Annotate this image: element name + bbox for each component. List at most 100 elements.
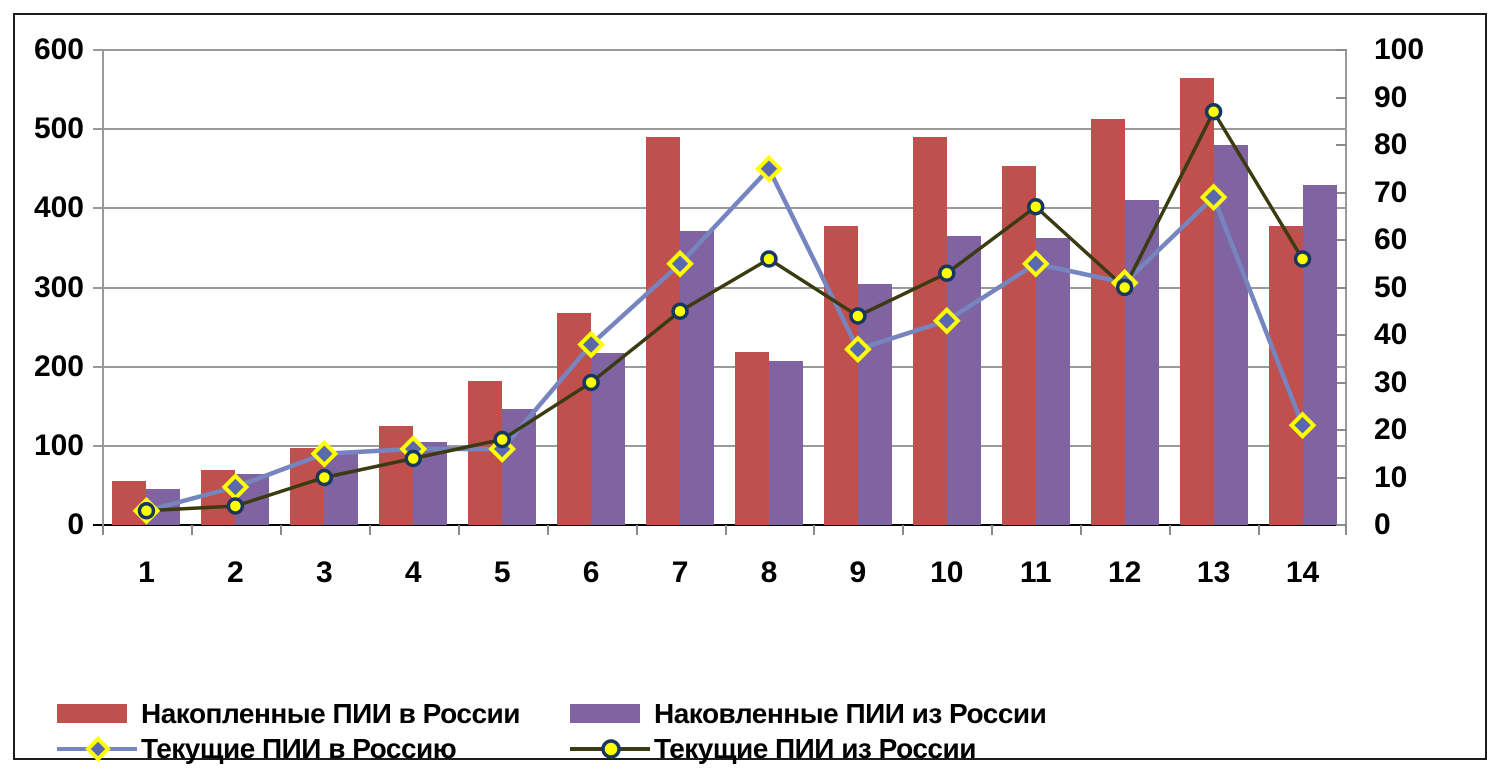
y-axis-right-tick xyxy=(1336,286,1347,289)
bar-purple xyxy=(857,283,892,525)
diamond-marker-icon xyxy=(221,473,250,501)
y-axis-right-tick xyxy=(1336,334,1347,336)
gridline xyxy=(93,49,1347,51)
legend-item-accumulated-fdi-in-russia: Накопленные ПИИ в России xyxy=(57,697,570,729)
line-series-layer xyxy=(132,103,1317,525)
y-axis-right-tick xyxy=(1336,144,1347,146)
bar-purple xyxy=(946,236,981,525)
y-axis-right-tick-label: 50 xyxy=(1374,270,1408,304)
legend-label: Накопленные ПИИ в России xyxy=(141,697,520,729)
plot-area xyxy=(93,49,1347,535)
y-axis-right-tick xyxy=(1336,524,1347,526)
diamond-marker-icon xyxy=(1199,183,1228,212)
x-axis-line xyxy=(93,524,1347,526)
circle-marker-icon xyxy=(226,497,245,515)
circle-marker-icon xyxy=(1204,103,1223,121)
bar-red xyxy=(1268,225,1303,525)
line-circle xyxy=(146,108,1305,513)
y-axis-right-tick xyxy=(1336,381,1347,384)
y-axis-right-tick xyxy=(1336,96,1347,99)
gridline xyxy=(93,444,1347,447)
diamond-marker-icon xyxy=(844,335,872,364)
y-axis-left-tick-label: 400 xyxy=(33,191,84,225)
legend: Накопленные ПИИ в России Наковленные ПИИ… xyxy=(57,696,1157,766)
circle-marker-icon xyxy=(938,264,956,282)
diamond-marker-icon xyxy=(755,154,783,183)
bar-purple xyxy=(1302,184,1337,525)
bar-purple xyxy=(768,361,803,525)
x-axis-tick-label: 2 xyxy=(227,556,244,589)
line-diamond xyxy=(145,164,1305,513)
bar-red xyxy=(201,469,236,525)
diamond-marker-icon xyxy=(310,439,339,468)
circle-marker-icon xyxy=(582,373,600,392)
bar-purple xyxy=(680,230,715,525)
circle-marker-icon xyxy=(1115,278,1134,297)
x-axis-tick xyxy=(102,525,104,535)
x-axis-tick-label: 12 xyxy=(1107,556,1142,589)
x-axis-tick-label: 5 xyxy=(493,556,511,589)
bar-red xyxy=(823,225,858,525)
x-axis-tick-label: 13 xyxy=(1196,556,1231,589)
x-axis-tick xyxy=(813,525,816,535)
x-axis-tick xyxy=(724,525,727,535)
legend-item-current-fdi-to-russia: Текущие ПИИ в Россию xyxy=(57,734,570,763)
legend-swatch-purple-bar xyxy=(570,704,640,723)
x-axis-tick-label: 8 xyxy=(760,556,778,589)
x-axis-tick xyxy=(1258,525,1261,535)
legend-swatch-red-bar xyxy=(57,704,127,723)
legend-item-current-fdi-from-russia: Текущие ПИИ из России xyxy=(570,732,976,764)
y-axis-right-tick xyxy=(1336,191,1347,194)
circle-marker-icon xyxy=(493,430,511,449)
bar-red xyxy=(1090,118,1125,525)
legend-item-accumulated-fdi-from-russia: Наковленные ПИИ из России xyxy=(570,697,1047,729)
circle-marker-icon xyxy=(601,738,621,759)
y-axis-right-tick-label: 60 xyxy=(1374,223,1408,256)
y-axis-left-tick-label: 0 xyxy=(67,508,84,541)
y-axis-right-tick-label: 40 xyxy=(1374,318,1408,351)
legend-row-1: Накопленные ПИИ в России Наковленные ПИИ… xyxy=(57,696,1157,731)
y-axis-right-tick xyxy=(1336,239,1347,241)
y-axis-right-tick-label: 70 xyxy=(1374,175,1408,209)
diamond-marker-icon xyxy=(1288,411,1317,440)
y-axis-right-tick-label: 10 xyxy=(1374,460,1408,494)
y-axis-right-tick xyxy=(1336,476,1347,479)
y-axis-right-tick xyxy=(1336,429,1347,431)
diamond-marker-icon xyxy=(1021,249,1050,278)
bar-red xyxy=(734,352,769,525)
y-axis-left-tick-label: 600 xyxy=(33,33,84,66)
diamond-marker-icon xyxy=(85,735,111,762)
legend-label: Наковленные ПИИ из России xyxy=(654,697,1047,729)
x-axis-tick-label: 3 xyxy=(315,556,333,589)
x-axis-tick xyxy=(1169,525,1172,535)
x-axis-tick-label: 7 xyxy=(671,556,689,589)
diamond-marker-icon xyxy=(666,249,694,278)
circle-marker-icon xyxy=(315,468,334,487)
circle-marker-icon xyxy=(671,302,689,320)
circle-marker-icon xyxy=(849,307,867,325)
chart-frame: 0 100 200 300 400 500 600 0 10 20 30 40 50 60 70 80 90 1… xyxy=(13,13,1487,762)
x-axis-tick-label: 11 xyxy=(1019,556,1052,589)
diamond-marker-icon xyxy=(577,330,605,359)
y-axis-right-tick-label: 100 xyxy=(1374,33,1425,66)
x-axis-tick-label: 6 xyxy=(582,556,600,589)
y-axis-right-tick-label: 80 xyxy=(1374,128,1408,161)
y-axis-left-tick-label: 500 xyxy=(33,112,84,146)
legend-label: Текущие ПИИ из России xyxy=(654,732,976,764)
x-axis-tick-label: 10 xyxy=(930,556,964,589)
circle-marker-icon xyxy=(1027,198,1045,216)
diamond-marker-icon xyxy=(932,306,961,335)
x-axis-tick xyxy=(190,525,193,535)
x-axis-tick-label: 9 xyxy=(849,556,867,589)
x-axis-tick xyxy=(457,525,460,535)
circle-marker-icon xyxy=(137,502,156,520)
y-axis-left-tick-label: 200 xyxy=(33,349,84,383)
y-axis-right-tick xyxy=(1336,49,1347,51)
legend-swatch-diamond-line xyxy=(57,735,137,762)
bar-red xyxy=(646,137,681,525)
x-axis-tick-label: 14 xyxy=(1285,556,1320,589)
legend-row-2: Текущие ПИИ в Россию Текущие ПИИ из Росс… xyxy=(57,731,1157,766)
x-axis-tick-label: 4 xyxy=(404,556,422,589)
bar-purple xyxy=(1035,238,1070,525)
